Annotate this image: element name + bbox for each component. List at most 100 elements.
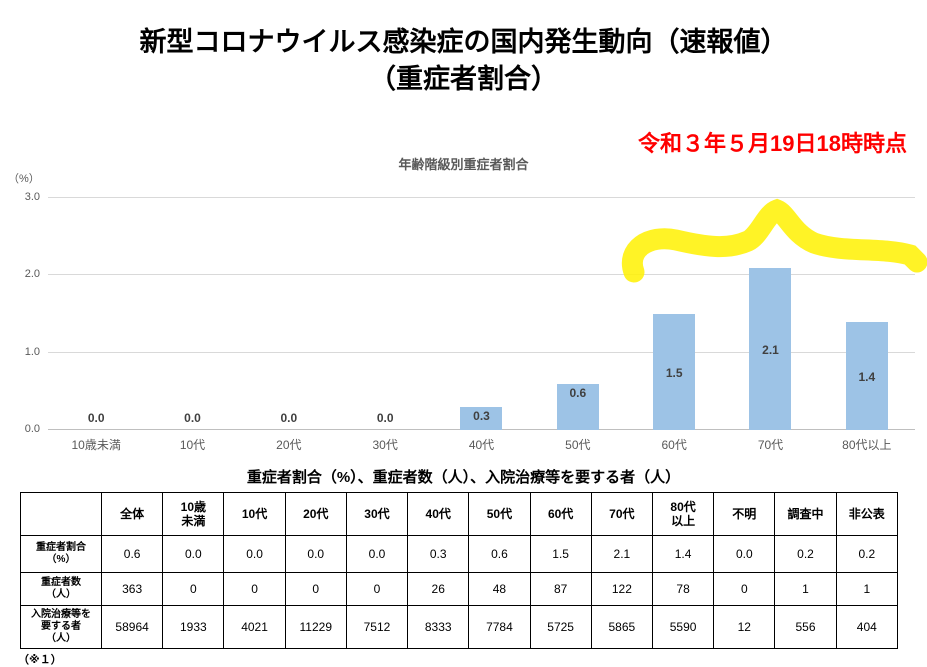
y-tick-label: 2.0 xyxy=(24,268,40,281)
y-tick-label: 3.0 xyxy=(24,191,40,203)
table-cell: 1933 xyxy=(162,605,225,649)
table-cell: 404 xyxy=(835,605,899,649)
bar-group: 1.5 60代 xyxy=(626,198,722,452)
bar-80代以上 xyxy=(845,322,888,430)
table-header-cell: 10歳 未満 xyxy=(162,492,225,536)
page-title: 新型コロナウイルス感染症の国内発生動向（速報値） （重症者割合） xyxy=(0,24,927,98)
table-cell: 11229 xyxy=(284,605,347,649)
bar-group: 0.0 30代 xyxy=(337,198,433,452)
statistics-table: 全体 10歳 未満 10代 20代 30代 40代 50代 60代 70代 80代 以上 不明 調査中… xyxy=(20,492,899,649)
gridline xyxy=(48,274,915,276)
table-cell: 26 xyxy=(407,572,470,606)
bar-group: 0.0 20代 xyxy=(241,198,337,452)
bar-group: 0.0 10歳未満 xyxy=(48,198,144,452)
bar-60代 xyxy=(653,314,696,430)
table-header-cell: 調査中 xyxy=(774,492,837,536)
table-cell: 0.0 xyxy=(284,535,347,573)
bar-value-label: 1.5 xyxy=(665,366,683,380)
bar-value-label: 0.0 xyxy=(184,411,201,425)
table-cell: 5590 xyxy=(651,605,715,649)
table-cell: 1 xyxy=(835,572,899,606)
table-cell: 1 xyxy=(774,572,837,606)
bar-value-label: 1.4 xyxy=(858,370,876,384)
table-body: 重症者割合 （%） 0.6 0.0 0.0 0.0 0.0 0.3 0.6 1.5 2.1 1.4 0… xyxy=(20,535,899,649)
bar-value-label: 0.6 xyxy=(569,386,587,400)
table-header-cell: 50代 xyxy=(468,492,531,536)
table-cell: 5725 xyxy=(529,605,592,649)
table-cell: 87 xyxy=(529,572,592,606)
table-cell: 0 xyxy=(713,572,776,606)
table-title: 重症者割合（%）、重症者数（人）、入院治療等を要する者（人） xyxy=(246,469,681,486)
table-cell: 1.4 xyxy=(651,535,715,573)
table-header-row: 全体 10歳 未満 10代 20代 30代 40代 50代 60代 70代 80代 以上 不明 調査中… xyxy=(20,492,899,536)
x-axis-label: 80代以上 xyxy=(842,438,892,452)
x-axis-label: 40代 xyxy=(468,438,495,452)
table-row: 重症者数 （人） 363 0 0 0 0 26 48 87 122 78 0 1 1 xyxy=(20,572,899,606)
table-cell: 8333 xyxy=(407,605,470,649)
table-cell: 0.0 xyxy=(162,535,225,573)
x-axis-label: 20代 xyxy=(276,438,302,452)
table-cell: 122 xyxy=(590,572,653,606)
table-cell: 0.3 xyxy=(407,535,470,573)
row-label: 重症者数 （人） xyxy=(20,572,102,606)
x-axis-label: 50代 xyxy=(565,438,591,452)
table-header-cell: 60代 xyxy=(529,492,592,536)
row-label: 入院治療等を 要する者 （人） xyxy=(20,605,102,649)
table-cell: 0 xyxy=(345,572,409,606)
table-cell: 0.6 xyxy=(468,535,531,573)
y-axis-unit-label: （%） xyxy=(8,173,40,185)
table-row: 入院治療等を 要する者 （人） 58964 1933 4021 11229 7512 833… xyxy=(20,605,899,649)
table-row: 重症者割合 （%） 0.6 0.0 0.0 0.0 0.0 0.3 0.6 1.5 2.1 1.4 0… xyxy=(20,535,899,573)
table-header-cell: 20代 xyxy=(284,492,347,536)
page-title-line1: 新型コロナウイルス感染症の国内発生動向（速報値） xyxy=(139,27,788,57)
table-header-cell: 80代 以上 xyxy=(651,492,715,536)
bar-value-label: 0.3 xyxy=(473,409,490,423)
bar-group: 2.1 70代 xyxy=(722,198,818,452)
bar-group: 1.4 80代以上 xyxy=(819,198,915,452)
table-cell: 0.2 xyxy=(835,535,899,573)
table-cell: 0 xyxy=(223,572,286,606)
x-axis-label: 60代 xyxy=(661,438,687,452)
bar-50代 xyxy=(556,384,599,430)
gridline xyxy=(48,351,915,353)
bar-value-label: 0.0 xyxy=(87,411,105,425)
table-cell: 0.0 xyxy=(345,535,409,573)
y-tick-label: 0.0 xyxy=(24,423,40,435)
gridline xyxy=(48,197,915,198)
table-cell: 363 xyxy=(100,572,164,606)
table-cell: 58964 xyxy=(100,605,164,649)
x-axis-label: 10代 xyxy=(179,438,206,452)
table-header-cell: 不明 xyxy=(713,492,776,536)
chart-title: 年齢階級別重症者割合 xyxy=(398,157,529,172)
bar-value-label: 0.0 xyxy=(376,411,394,425)
table-cell: 556 xyxy=(774,605,837,649)
x-axis-label: 10歳未満 xyxy=(71,438,121,452)
table-header-cell: 70代 xyxy=(590,492,653,536)
page-title-line2: （重症者割合） xyxy=(369,64,558,94)
table-cell: 4021 xyxy=(223,605,286,649)
table-header-cell: 30代 xyxy=(345,492,409,536)
footnote: （※１） xyxy=(18,654,62,666)
x-axis-label: 30代 xyxy=(372,438,398,452)
bar-40代 xyxy=(460,407,503,430)
table-cell: 5865 xyxy=(590,605,653,649)
y-tick-label: 1.0 xyxy=(24,345,40,358)
table-cell: 78 xyxy=(651,572,715,606)
age-chart: 年齢階級別重症者割合 （%） 0.0 1.0 2.0 3.0 0.0 10歳未満 0.0 10… xyxy=(0,150,927,460)
bar-70代 xyxy=(749,268,792,430)
plot-area: 0.0 10歳未満 0.0 10代 0.0 20代 0.0 30代 0.3 40代 0.6 50代 1.… xyxy=(48,197,915,452)
table-cell: 0.6 xyxy=(100,535,164,573)
table-header-cell: 40代 xyxy=(407,492,470,536)
table-header-cell: 全体 xyxy=(100,492,164,536)
report-timestamp: 令和３年５月19日18時時点 xyxy=(638,131,907,156)
bar-value-label: 0.0 xyxy=(280,411,298,425)
table-header-cell: 非公表 xyxy=(835,492,899,536)
table-cell: 48 xyxy=(468,572,531,606)
table-cell: 0 xyxy=(284,572,347,606)
table-cell: 0.0 xyxy=(713,535,776,573)
bar-group: 0.6 50代 xyxy=(530,198,626,452)
table-cell: 0.0 xyxy=(223,535,286,573)
table-cell: 7784 xyxy=(468,605,531,649)
table-cell: 0 xyxy=(162,572,225,606)
